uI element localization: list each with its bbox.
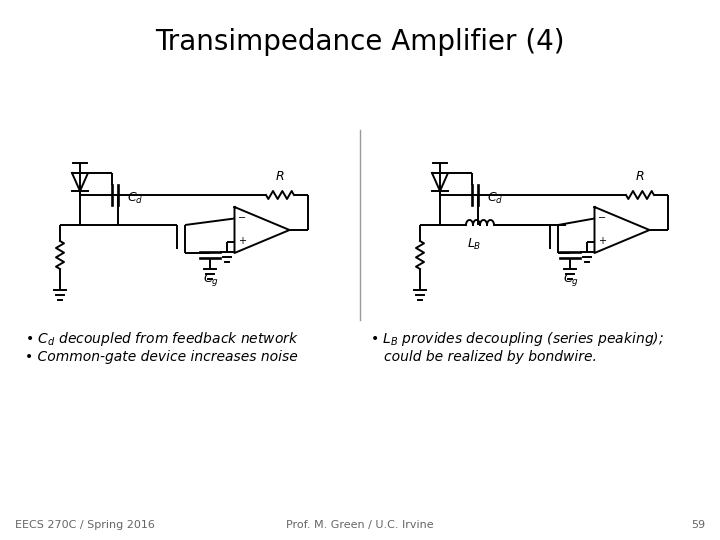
Text: −: − [598,213,606,224]
Text: $C_d$: $C_d$ [487,191,503,206]
Text: +: + [598,237,606,246]
Text: −: − [238,213,246,224]
Text: could be realized by bondwire.: could be realized by bondwire. [384,350,597,364]
Text: • Common-gate device increases noise: • Common-gate device increases noise [25,350,298,364]
Text: $R$: $R$ [275,170,284,183]
Text: • $L_B$ provides decoupling (series peaking);: • $L_B$ provides decoupling (series peak… [370,330,664,348]
Text: $C_g$: $C_g$ [563,271,579,288]
Text: $R$: $R$ [635,170,644,183]
Text: $C_d$: $C_d$ [127,191,143,206]
Text: • $C_d$ decoupled from feedback network: • $C_d$ decoupled from feedback network [25,330,299,348]
Text: $C_g$: $C_g$ [203,271,219,288]
Text: +: + [238,237,246,246]
Text: $L_B$: $L_B$ [467,237,481,252]
Text: Transimpedance Amplifier (4): Transimpedance Amplifier (4) [156,28,564,56]
Text: Prof. M. Green / U.C. Irvine: Prof. M. Green / U.C. Irvine [286,520,434,530]
Text: 59: 59 [691,520,705,530]
Text: EECS 270C / Spring 2016: EECS 270C / Spring 2016 [15,520,155,530]
